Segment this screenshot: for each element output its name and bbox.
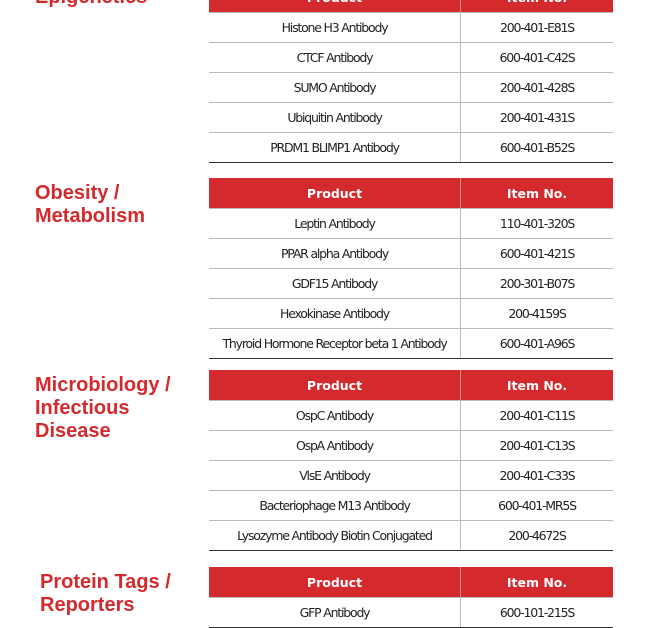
header-cell: Item No. <box>506 574 568 590</box>
item-number: 110-401-320S <box>499 216 575 231</box>
item-number: 600-401-MR5S <box>498 498 577 513</box>
item-number: 200-401-E81S <box>499 20 575 35</box>
product-table: Product Item No. Leptin Antibody 110-401-32… <box>209 178 613 359</box>
section-title: Microbiology / Infectious Disease <box>35 374 171 443</box>
item-number: 200-401-428S <box>499 80 575 95</box>
header-cell: Product <box>209 178 461 208</box>
product-name: Thyroid Hormone Receptor beta 1 Antibody <box>209 329 461 358</box>
item-number: 600-401-421S <box>499 246 575 261</box>
title-line: Metabolism <box>35 205 146 227</box>
table-row: SUMO Antibody 200-401-428S <box>209 72 613 102</box>
table-row: Bacteriophage M13 Antibody 600-401-MR5S <box>209 490 613 520</box>
item-number: 200-401-C33S <box>499 468 576 483</box>
table-row: Hexokinase Antibody 200-4159S <box>209 298 613 328</box>
title-line: Microbiology / <box>35 374 171 396</box>
product-name: PRDM1 BLIMP1 Antibody <box>209 133 461 162</box>
header-cell: Product <box>209 567 461 597</box>
product-name: Ubiquitin Antibody <box>209 103 461 132</box>
product-name: Hexokinase Antibody <box>209 299 461 328</box>
table-row: Lysozyme Antibody Biotin Conjugated 200-4… <box>209 520 613 550</box>
item-number: 600-401-C42S <box>499 50 576 65</box>
item-number: 200-401-C11S <box>499 408 576 423</box>
table-header: Product Item No. <box>209 178 613 208</box>
product-name: GDF15 Antibody <box>209 269 461 298</box>
section-title: Obesity / Metabolism <box>35 182 145 228</box>
product-name: Bacteriophage M13 Antibody <box>209 491 461 520</box>
product-name: CTCF Antibody <box>209 43 461 72</box>
table-row: Leptin Antibody 110-401-320S <box>209 208 613 238</box>
item-number: 200-401-C13S <box>499 438 576 453</box>
product-table: Product Item No. GFP Antibody 600-101-215S <box>209 567 613 628</box>
section-title: Protein Tags / Reporters <box>40 571 171 617</box>
header-cell: Product <box>209 370 461 400</box>
section-title: Epigenetics <box>35 0 147 9</box>
page: EpigeneticsProductItem No.Histone H3 Ant… <box>35 0 613 628</box>
table-row: OspC Antibody 200-401-C11S <box>209 400 613 430</box>
title-line: Obesity / <box>35 182 120 204</box>
product-table: Product Item No. OspC Antibody 200-401-C11S… <box>209 370 613 551</box>
product-name: OspA Antibody <box>209 431 461 460</box>
header-cell: Item No. <box>506 185 568 201</box>
header-cell: Item No. <box>461 0 613 12</box>
title-line: Disease <box>35 420 111 442</box>
item-number: 200-4672S <box>508 528 567 543</box>
item-number: 600-401-A96S <box>499 336 576 351</box>
product-name: SUMO Antibody <box>209 73 461 102</box>
table-row: VlsE Antibody 200-401-C33S <box>209 460 613 490</box>
product-name: Histone H3 Antibody <box>209 13 461 42</box>
product-name: Lysozyme Antibody Biotin Conjugated <box>209 521 461 550</box>
item-number: 200-4159S <box>508 306 567 321</box>
table-row: Histone H3 Antibody 200-401-E81S <box>209 12 613 42</box>
table-row: PRDM1 BLIMP1 Antibody 600-401-B52S <box>209 132 613 162</box>
table-row: OspA Antibody 200-401-C13S <box>209 430 613 460</box>
product-name: PPAR alpha Antibody <box>209 239 461 268</box>
product-name: Leptin Antibody <box>209 209 461 238</box>
table-header: Product Item No. <box>209 567 613 597</box>
table-row: PPAR alpha Antibody 600-401-421S <box>209 238 613 268</box>
item-number: 200-401-431S <box>499 110 575 125</box>
title-line: Reporters <box>40 594 135 616</box>
table-header: Product Item No. <box>209 370 613 400</box>
table-row: GDF15 Antibody 200-301-B07S <box>209 268 613 298</box>
product-name: OspC Antibody <box>209 401 461 430</box>
table-row: Thyroid Hormone Receptor beta 1 Antibody… <box>209 328 613 358</box>
table-row: CTCF Antibody 600-401-C42S <box>209 42 613 72</box>
item-number: 200-301-B07S <box>499 276 576 291</box>
item-number: 600-401-B52S <box>499 140 576 155</box>
title-line: Epigenetics <box>35 0 147 9</box>
title-line: Protein Tags / <box>40 571 171 593</box>
product-name: VlsE Antibody <box>209 461 461 490</box>
header-cell: Product <box>209 0 461 12</box>
header-cell: Item No. <box>506 377 568 393</box>
table-row: GFP Antibody 600-101-215S <box>209 597 613 627</box>
title-line: Infectious <box>35 397 130 419</box>
table-row: Ubiquitin Antibody 200-401-431S <box>209 102 613 132</box>
